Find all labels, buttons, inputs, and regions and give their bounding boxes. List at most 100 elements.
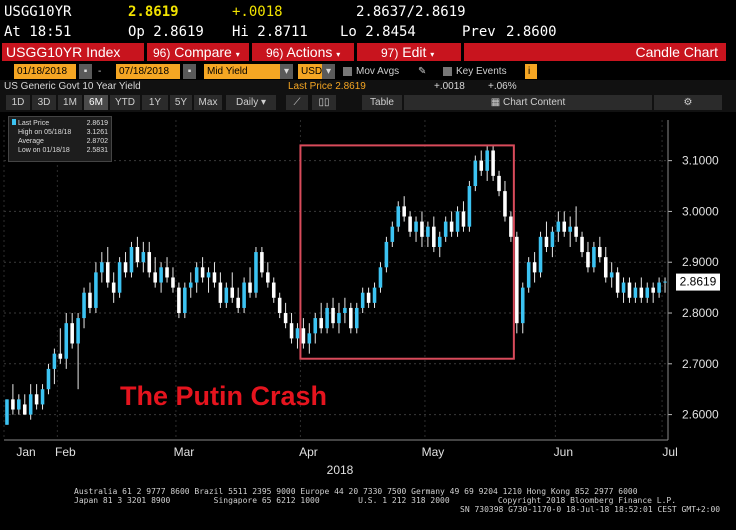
ticker-time: At 18:51: [4, 24, 72, 40]
ticker-high: Hi 2.8711: [232, 24, 308, 40]
candle-body: [129, 246, 134, 273]
candle-body: [443, 221, 448, 237]
legend-low: Low on 01/18/18 2.5831: [12, 146, 108, 155]
ticker-low: Lo 2.8454: [340, 24, 416, 40]
candle-body: [254, 252, 258, 293]
candle-body: [580, 236, 584, 253]
chevron-down-icon[interactable]: ▾: [322, 64, 335, 79]
actions-number: 96): [266, 46, 284, 60]
candle-body: [455, 211, 460, 232]
ticker-prev-value: 2.8600: [506, 24, 557, 40]
chart-content-label: Chart Content: [502, 97, 566, 108]
candle-body: [183, 287, 187, 314]
y-tick-label: 2.6000: [682, 408, 719, 422]
candle-body: [117, 262, 122, 293]
range-button-1m[interactable]: 1M: [58, 95, 82, 110]
chevron-down-icon[interactable]: ▾: [280, 64, 293, 79]
compare-button[interactable]: 96) Compare ▾: [147, 43, 249, 61]
chart-svg: 2.6000 2.7000 2.8000 2.9000 3.0000 3.1000 Jan…: [3, 120, 720, 477]
mov-avgs-checkbox[interactable]: [343, 67, 352, 76]
key-events-checkbox[interactable]: [443, 67, 452, 76]
candle-body: [295, 328, 300, 339]
x-tick-label: Jan: [16, 445, 35, 459]
candle-body: [491, 150, 495, 176]
candle-body: [526, 262, 531, 288]
period-select[interactable]: Daily ▾: [226, 95, 276, 110]
range-button-5y[interactable]: 5Y: [170, 95, 192, 110]
footer: Australia 61 2 9777 8600 Brazil 5511 239…: [0, 487, 736, 530]
edit-number: 97): [381, 46, 399, 60]
candle-body: [76, 318, 80, 344]
candle-body: [289, 323, 294, 339]
candle-body: [206, 272, 211, 278]
legend-high-value: 3.1261: [86, 129, 108, 136]
candle-body: [414, 221, 418, 232]
candle-body: [135, 246, 140, 263]
candle-body: [100, 262, 104, 273]
candle-body: [325, 307, 329, 329]
range-button-1y[interactable]: 1Y: [142, 95, 168, 110]
ticker-header: USGG10YR 2.8619 +.0018 2.8637/2.8619 At …: [0, 0, 736, 42]
pencil-icon[interactable]: ✎: [418, 66, 427, 77]
x-tick-label: Apr: [299, 445, 318, 459]
calendar-icon[interactable]: ▪: [79, 64, 92, 79]
candle-body: [586, 252, 590, 268]
ticker-last: 2.8619: [128, 4, 179, 20]
y-axis: 2.6000 2.7000 2.8000 2.9000 3.0000 3.1000: [667, 120, 719, 440]
start-date-field[interactable]: 01/18/2018: [14, 64, 76, 79]
chart-content-button[interactable]: ▦ Chart Content: [404, 95, 652, 110]
info-icon[interactable]: i: [525, 64, 537, 79]
range-button-3d[interactable]: 3D: [32, 95, 56, 110]
chevron-down-icon: ▾: [260, 97, 267, 108]
legend-low-value: 2.5831: [86, 147, 108, 154]
candles: [5, 145, 667, 425]
candle-body: [218, 282, 223, 303]
security-field[interactable]: USGG10YR Index: [2, 43, 144, 61]
calendar-icon[interactable]: ▪: [183, 64, 196, 79]
candle-body: [242, 282, 246, 308]
candle-chart-icon[interactable]: ▯▯: [312, 95, 336, 110]
legend-average-value: 2.8702: [86, 138, 108, 145]
table-button[interactable]: Table: [362, 95, 402, 110]
chart-type-title: Candle Chart: [464, 43, 726, 61]
candle-body: [319, 318, 323, 329]
range-button-ytd[interactable]: YTD: [110, 95, 140, 110]
candle-body: [313, 318, 318, 334]
edit-button[interactable]: 97) Edit ▾: [357, 43, 461, 61]
end-date-field[interactable]: 07/18/2018: [116, 64, 180, 79]
range-button-1d[interactable]: 1D: [6, 95, 30, 110]
candle-body: [236, 297, 240, 308]
line-chart-icon[interactable]: ⟋: [286, 95, 308, 110]
candle-body: [177, 287, 181, 314]
candle-body: [384, 241, 389, 268]
candle-body: [277, 297, 282, 314]
candle-body: [46, 368, 51, 390]
legend-last-price-value: 2.8619: [86, 120, 108, 127]
actions-button[interactable]: 96) Actions ▾: [252, 43, 354, 61]
range-button-max[interactable]: Max: [194, 95, 222, 110]
period-label: Daily: [235, 97, 259, 108]
putin-crash-annotation: The Putin Crash: [120, 381, 327, 411]
legend-high: High on 05/18/18 3.1261: [12, 128, 108, 137]
chart-content-icon: ▦: [490, 97, 503, 108]
candle-body: [461, 211, 466, 227]
candle-body: [473, 160, 478, 187]
field-select[interactable]: Mid Yield: [204, 64, 280, 79]
chevron-down-icon: ▾: [336, 50, 341, 59]
chevron-down-icon: ▾: [235, 50, 240, 59]
candle-body: [28, 394, 33, 415]
y-tick-label: 2.8000: [682, 306, 719, 320]
candle-body: [497, 175, 501, 192]
candle-body: [111, 282, 116, 293]
range-button-6m[interactable]: 6M: [84, 95, 108, 110]
candle-body: [645, 287, 650, 298]
currency-select[interactable]: USD: [298, 64, 322, 79]
candle-body: [224, 287, 229, 303]
gear-icon[interactable]: ⚙: [654, 95, 722, 110]
table-label: Table: [370, 97, 394, 108]
price-chart[interactable]: 2.6000 2.7000 2.8000 2.9000 3.0000 3.1000 Jan…: [0, 112, 736, 487]
candle-body: [603, 257, 608, 278]
security-name: US Generic Govt 10 Year Yield: [4, 81, 141, 92]
candle-body: [200, 267, 205, 278]
x-tick-label: Feb: [55, 445, 76, 459]
